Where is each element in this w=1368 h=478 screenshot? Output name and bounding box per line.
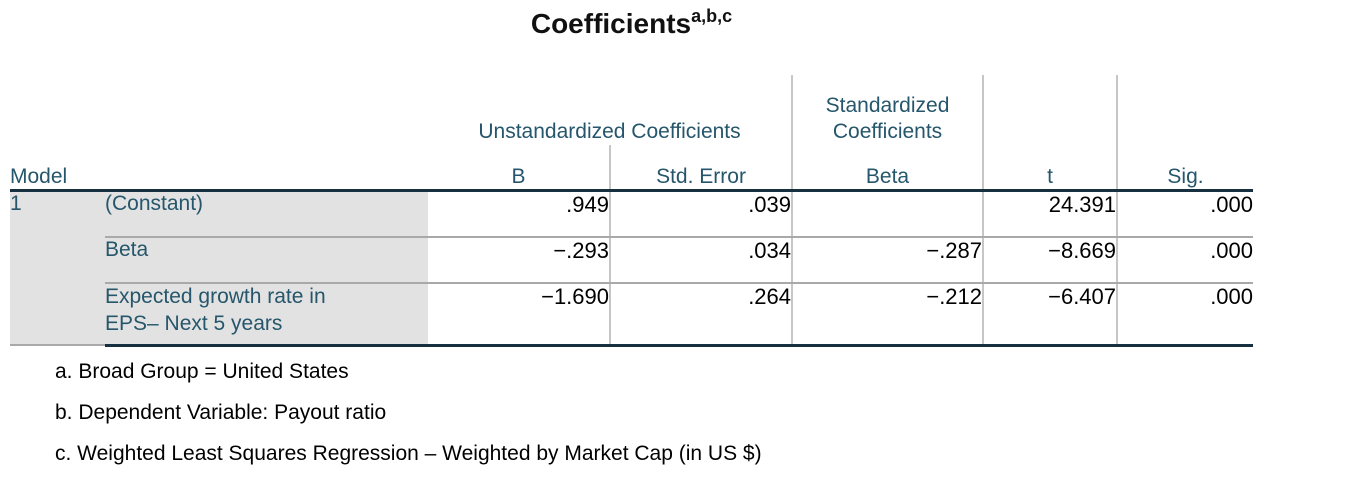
t-value-cell: −8.669: [983, 237, 1119, 284]
t-value-cell: 24.391: [983, 190, 1119, 238]
header-sig: Sig.: [1117, 75, 1254, 192]
stub-spacer: [10, 75, 428, 145]
table-title: Coefficientsa,b,c: [10, 0, 1253, 75]
sig-value-cell: .000: [1117, 190, 1254, 238]
std-error-value-cell: .264: [610, 283, 794, 347]
variable-cell-constant: (Constant): [105, 190, 428, 238]
table-title-text: Coefficients: [530, 8, 692, 39]
header-beta: Beta: [792, 145, 985, 192]
variable-cell-expected-growth-text: Expected growth rate in EPS– Next 5 year…: [105, 285, 326, 335]
table-row-beta: Beta −.293 .034 −.287 −8.669 .000: [10, 237, 1254, 284]
b-value-cell: .949: [428, 190, 611, 238]
header-b: B: [428, 145, 611, 192]
header-model: Model: [10, 145, 428, 192]
header-unstandardized-coefficients: Unstandardized Coefficients: [428, 75, 794, 145]
header-t: t: [983, 75, 1119, 192]
sig-value-cell: .000: [1117, 237, 1254, 284]
t-value-cell: −6.407: [983, 283, 1119, 347]
footnote-a: a. Broad Group = United States: [55, 359, 349, 383]
header-group-row: Unstandardized Coefficients Standardized…: [10, 75, 1254, 192]
beta-value-cell: −.212: [792, 283, 985, 347]
coefficients-table: Unstandardized Coefficients Standardized…: [10, 75, 1254, 347]
header-standardized-coefficients: Standardized Coefficients: [792, 75, 985, 145]
std-error-value-cell: .039: [610, 190, 794, 238]
header-label-row: Model B Std. Error Beta: [10, 145, 1253, 192]
footnotes: a. Broad Group = United States b. Depend…: [55, 351, 1253, 474]
header-std-error: Std. Error: [610, 145, 794, 192]
variable-cell-beta: Beta: [105, 237, 428, 284]
table-row-expected-growth: Expected growth rate in EPS– Next 5 year…: [10, 283, 1254, 347]
footnote-b: b. Dependent Variable: Payout ratio: [55, 400, 387, 424]
beta-value-cell: [792, 190, 985, 238]
table-title-footnote-marks: a,b,c: [691, 6, 733, 26]
coefficients-output: Coefficientsa,b,c Unstandardized Coeffic…: [10, 0, 1254, 474]
model-number-cell: 1: [10, 190, 105, 346]
b-value-cell: −1.690: [428, 283, 611, 347]
header-standardized-coefficients-text: Standardized Coefficients: [825, 93, 950, 143]
std-error-value-cell: .034: [610, 237, 794, 284]
variable-cell-expected-growth: Expected growth rate in EPS– Next 5 year…: [105, 283, 428, 347]
sig-value-cell: .000: [1117, 283, 1254, 347]
footnote-c: c. Weighted Least Squares Regression – W…: [55, 441, 762, 465]
beta-value-cell: −.287: [792, 237, 985, 284]
b-value-cell: −.293: [428, 237, 611, 284]
table-row-constant: 1 (Constant) .949 .039 24.391 .000: [10, 190, 1254, 346]
